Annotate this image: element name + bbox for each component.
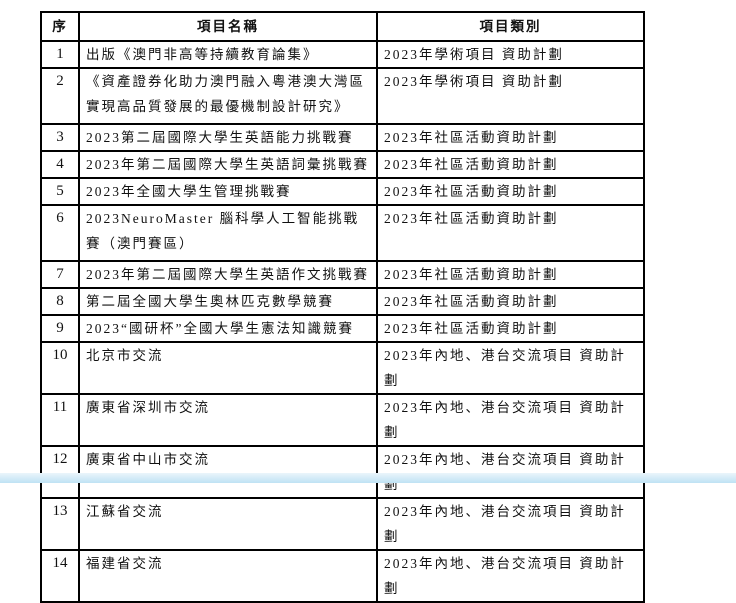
row-number: 1 (40, 40, 80, 69)
project-category-cell: 2023年內地、港台交流項目 資助計劃 (376, 341, 645, 395)
row-number: 3 (40, 123, 80, 152)
project-name-cell: 2023第二屆國際大學生英語能力挑戰賽 (78, 123, 378, 152)
project-name-cell: 2023年第二屆國際大學生英語作文挑戰賽 (78, 260, 378, 289)
row-number: 10 (40, 341, 80, 395)
header-number: 序 (40, 11, 80, 42)
row-number: 7 (40, 260, 80, 289)
table-row: 13 江蘇省交流 2023年內地、港台交流項目 資助計劃 (40, 497, 645, 551)
table-row: 2 《資產證券化助力澳門融入粵港澳大灣區實現高品質發展的最優機制設計研究》 2023… (40, 67, 645, 125)
project-category-cell: 2023年社區活動資助計劃 (376, 204, 645, 262)
row-number: 13 (40, 497, 80, 551)
row-number: 8 (40, 287, 80, 316)
project-category-cell: 2023年學術項目 資助計劃 (376, 67, 645, 125)
project-category-cell: 2023年內地、港台交流項目 資助計劃 (376, 497, 645, 551)
project-name-cell: 福建省交流 (78, 549, 378, 603)
row-number: 9 (40, 314, 80, 343)
project-name-cell: 江蘇省交流 (78, 497, 378, 551)
project-name-cell: 廣東省深圳市交流 (78, 393, 378, 447)
table-row: 7 2023年第二屆國際大學生英語作文挑戰賽 2023年社區活動資助計劃 (40, 260, 645, 289)
table-row: 8 第二屆全國大學生奧林匹克數學競賽 2023年社區活動資助計劃 (40, 287, 645, 316)
table-row: 10 北京市交流 2023年內地、港台交流項目 資助計劃 (40, 341, 645, 395)
projects-table: 序 項目名稱 項目類別 1 出版《澳門非高等持續教育論集》 2023年學術項目 資助… (40, 11, 645, 603)
row-number: 2 (40, 67, 80, 125)
project-name-cell: 北京市交流 (78, 341, 378, 395)
table-row: 5 2023年全國大學生管理挑戰賽 2023年社區活動資助計劃 (40, 177, 645, 206)
table-header-row: 序 項目名稱 項目類別 (40, 11, 645, 42)
row-number: 11 (40, 393, 80, 447)
project-category-cell: 2023年社區活動資助計劃 (376, 314, 645, 343)
project-category-cell: 2023年社區活動資助計劃 (376, 287, 645, 316)
row-number: 12 (40, 445, 80, 499)
project-category-cell: 2023年內地、港台交流項目 資助計劃 (376, 445, 645, 499)
table-row: 4 2023年第二屆國際大學生英語詞彙挑戰賽 2023年社區活動資助計劃 (40, 150, 645, 179)
table-row: 12 廣東省中山市交流 2023年內地、港台交流項目 資助計劃 (40, 445, 645, 499)
project-category-cell: 2023年社區活動資助計劃 (376, 150, 645, 179)
project-name-cell: 《資產證券化助力澳門融入粵港澳大灣區實現高品質發展的最優機制設計研究》 (78, 67, 378, 125)
project-name-cell: 出版《澳門非高等持續教育論集》 (78, 40, 378, 69)
project-category-cell: 2023年社區活動資助計劃 (376, 123, 645, 152)
project-name-cell: 2023NeuroMaster 腦科學人工智能挑戰賽（澳門賽區） (78, 204, 378, 262)
project-category-cell: 2023年社區活動資助計劃 (376, 260, 645, 289)
table-row: 9 2023“國研杯”全國大學生憲法知識競賽 2023年社區活動資助計劃 (40, 314, 645, 343)
row-number: 6 (40, 204, 80, 262)
table-row: 14 福建省交流 2023年內地、港台交流項目 資助計劃 (40, 549, 645, 603)
project-category-cell: 2023年學術項目 資助計劃 (376, 40, 645, 69)
project-category-cell: 2023年內地、港台交流項目 資助計劃 (376, 393, 645, 447)
row-number: 4 (40, 150, 80, 179)
background-strip (0, 473, 736, 483)
header-project-name: 項目名稱 (78, 11, 378, 42)
project-name-cell: 2023年第二屆國際大學生英語詞彙挑戰賽 (78, 150, 378, 179)
table-row: 11 廣東省深圳市交流 2023年內地、港台交流項目 資助計劃 (40, 393, 645, 447)
project-name-cell: 廣東省中山市交流 (78, 445, 378, 499)
row-number: 14 (40, 549, 80, 603)
table-row: 3 2023第二屆國際大學生英語能力挑戰賽 2023年社區活動資助計劃 (40, 123, 645, 152)
project-name-cell: 2023年全國大學生管理挑戰賽 (78, 177, 378, 206)
row-number: 5 (40, 177, 80, 206)
project-category-cell: 2023年內地、港台交流項目 資助計劃 (376, 549, 645, 603)
table-row: 1 出版《澳門非高等持續教育論集》 2023年學術項目 資助計劃 (40, 40, 645, 69)
project-name-cell: 第二屆全國大學生奧林匹克數學競賽 (78, 287, 378, 316)
project-name-cell: 2023“國研杯”全國大學生憲法知識競賽 (78, 314, 378, 343)
project-category-cell: 2023年社區活動資助計劃 (376, 177, 645, 206)
header-project-category: 項目類別 (376, 11, 645, 42)
table-row: 6 2023NeuroMaster 腦科學人工智能挑戰賽（澳門賽區） 2023年社區… (40, 204, 645, 262)
